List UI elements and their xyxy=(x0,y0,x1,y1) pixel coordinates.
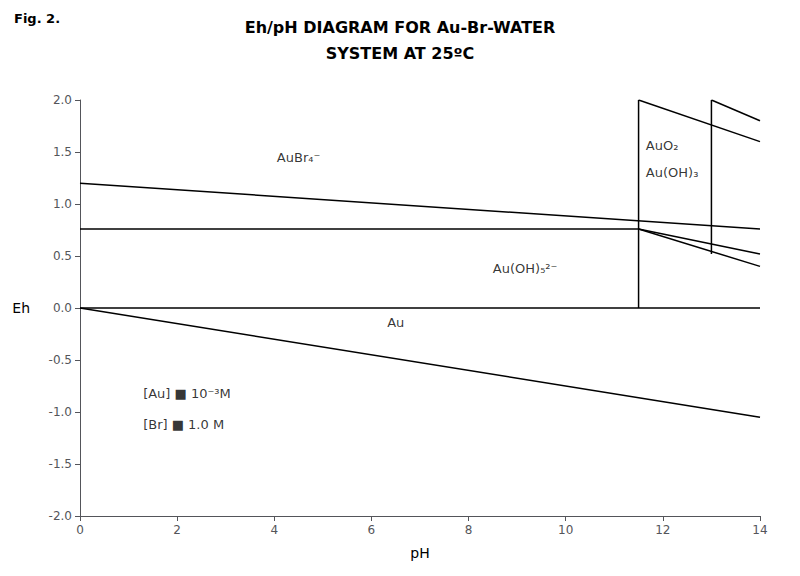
svg-text:-1.0: -1.0 xyxy=(49,405,72,419)
svg-text:[Au] ■ 10⁻³M: [Au] ■ 10⁻³M xyxy=(143,386,231,401)
svg-text:14: 14 xyxy=(752,523,767,537)
svg-text:SYSTEM AT 25ºC: SYSTEM AT 25ºC xyxy=(326,44,475,63)
svg-text:6: 6 xyxy=(368,523,376,537)
svg-text:10: 10 xyxy=(558,523,573,537)
svg-text:2: 2 xyxy=(173,523,181,537)
svg-text:AuBr₄⁻: AuBr₄⁻ xyxy=(277,150,320,165)
svg-text:pH: pH xyxy=(410,545,429,561)
svg-text:12: 12 xyxy=(655,523,670,537)
svg-text:2.0: 2.0 xyxy=(53,93,72,107)
svg-text:0.0: 0.0 xyxy=(53,301,72,315)
svg-text:-0.5: -0.5 xyxy=(49,353,72,367)
svg-text:1.5: 1.5 xyxy=(53,145,72,159)
svg-text:1.0: 1.0 xyxy=(53,197,72,211)
svg-text:8: 8 xyxy=(465,523,473,537)
svg-text:-1.5: -1.5 xyxy=(49,457,72,471)
svg-text:Au: Au xyxy=(387,315,404,330)
svg-text:0: 0 xyxy=(76,523,84,537)
svg-text:Eh/pH DIAGRAM FOR Au-Br-WATER: Eh/pH DIAGRAM FOR Au-Br-WATER xyxy=(245,18,556,37)
svg-text:Au(OH)₃: Au(OH)₃ xyxy=(646,165,699,180)
svg-text:Fig. 2.: Fig. 2. xyxy=(14,11,60,26)
svg-text:Au(OH)₅²⁻: Au(OH)₅²⁻ xyxy=(493,261,558,276)
svg-text:AuO₂: AuO₂ xyxy=(646,138,679,153)
svg-text:Eh: Eh xyxy=(12,300,30,316)
svg-text:-2.0: -2.0 xyxy=(49,509,72,523)
svg-text:4: 4 xyxy=(270,523,278,537)
svg-text:0.5: 0.5 xyxy=(53,249,72,263)
svg-text:[Br] ■ 1.0 M: [Br] ■ 1.0 M xyxy=(143,417,224,432)
